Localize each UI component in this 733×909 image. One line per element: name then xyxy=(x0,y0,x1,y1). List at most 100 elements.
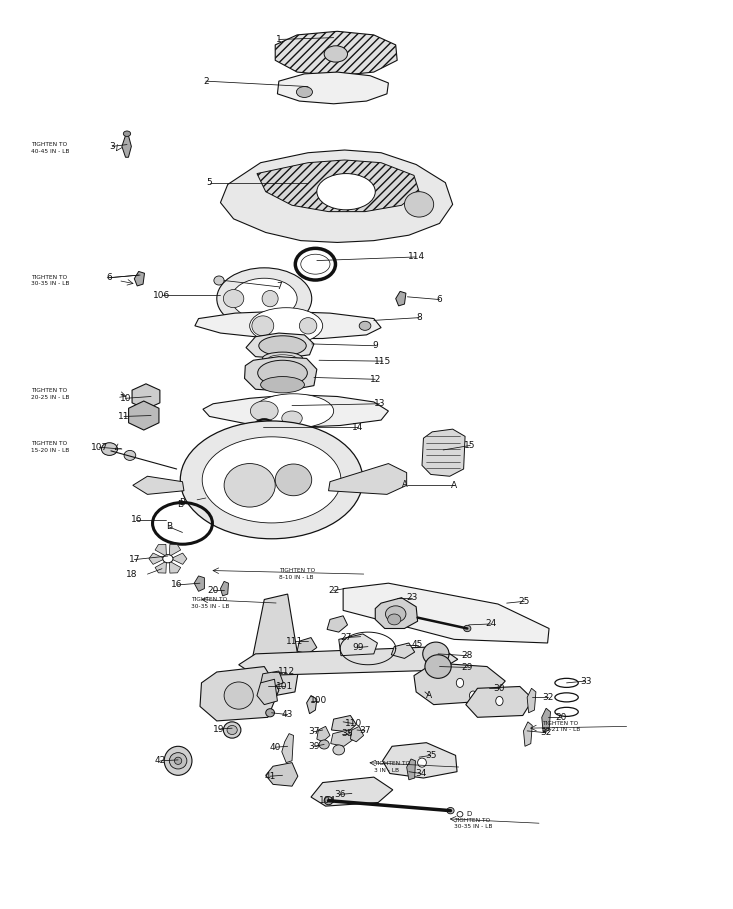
Ellipse shape xyxy=(262,352,303,365)
Ellipse shape xyxy=(496,696,503,705)
Ellipse shape xyxy=(254,394,334,428)
Polygon shape xyxy=(277,72,388,104)
Text: 19: 19 xyxy=(213,724,225,734)
Ellipse shape xyxy=(423,642,449,665)
Text: A: A xyxy=(426,691,432,700)
Polygon shape xyxy=(327,615,347,632)
Text: B: B xyxy=(166,523,172,532)
Ellipse shape xyxy=(301,255,330,275)
Text: 8: 8 xyxy=(416,314,422,322)
Text: TIGHTEN TO
30-35 IN - LB: TIGHTEN TO 30-35 IN - LB xyxy=(191,597,229,609)
Ellipse shape xyxy=(388,614,401,624)
Ellipse shape xyxy=(251,401,278,421)
Polygon shape xyxy=(257,679,277,704)
Ellipse shape xyxy=(274,280,283,288)
Ellipse shape xyxy=(457,678,463,687)
Ellipse shape xyxy=(123,131,130,136)
Ellipse shape xyxy=(425,654,452,678)
Polygon shape xyxy=(407,759,416,780)
Polygon shape xyxy=(527,688,536,713)
Polygon shape xyxy=(261,671,283,686)
Polygon shape xyxy=(328,464,407,494)
Ellipse shape xyxy=(296,86,312,97)
Polygon shape xyxy=(331,730,353,746)
Text: 35: 35 xyxy=(425,751,437,760)
Ellipse shape xyxy=(261,376,304,393)
Ellipse shape xyxy=(469,691,476,700)
Text: 12: 12 xyxy=(369,375,381,384)
Text: TIGHTEN TO
15-20 IN - LB: TIGHTEN TO 15-20 IN - LB xyxy=(31,442,69,453)
Polygon shape xyxy=(375,598,418,628)
Ellipse shape xyxy=(281,411,302,425)
Ellipse shape xyxy=(217,268,312,329)
Ellipse shape xyxy=(457,812,463,817)
Polygon shape xyxy=(414,663,505,704)
Text: 7: 7 xyxy=(276,283,281,292)
Text: 24: 24 xyxy=(485,619,496,628)
Text: 6: 6 xyxy=(437,295,443,304)
Text: 14: 14 xyxy=(352,423,364,432)
Text: 37: 37 xyxy=(308,727,320,736)
Ellipse shape xyxy=(269,355,296,362)
Text: 37: 37 xyxy=(359,726,371,735)
Polygon shape xyxy=(155,544,166,556)
Text: 32: 32 xyxy=(542,693,553,702)
Polygon shape xyxy=(266,763,298,786)
Ellipse shape xyxy=(252,315,273,335)
Text: 5: 5 xyxy=(207,178,213,187)
Polygon shape xyxy=(246,333,314,358)
Text: A: A xyxy=(402,480,408,489)
Text: 9: 9 xyxy=(372,341,378,350)
Text: 40: 40 xyxy=(270,743,281,752)
Text: 43: 43 xyxy=(282,710,293,719)
Text: 30: 30 xyxy=(493,684,505,693)
Text: 29: 29 xyxy=(462,663,473,672)
Text: 23: 23 xyxy=(406,594,418,602)
Ellipse shape xyxy=(224,290,244,307)
Polygon shape xyxy=(396,292,406,306)
Text: 27: 27 xyxy=(340,633,352,642)
Polygon shape xyxy=(122,135,131,157)
Ellipse shape xyxy=(250,307,323,344)
Text: 114: 114 xyxy=(408,253,424,262)
Text: B: B xyxy=(180,498,185,507)
Ellipse shape xyxy=(163,554,173,563)
Text: TIGHTEN TO
40-45 IN - LB: TIGHTEN TO 40-45 IN - LB xyxy=(31,143,69,154)
Polygon shape xyxy=(203,395,388,427)
Ellipse shape xyxy=(214,276,224,285)
Polygon shape xyxy=(257,160,419,212)
Text: 10: 10 xyxy=(119,394,131,403)
Ellipse shape xyxy=(202,437,341,523)
Polygon shape xyxy=(200,666,279,721)
Text: 32: 32 xyxy=(540,728,552,737)
Text: 15: 15 xyxy=(465,441,476,450)
Ellipse shape xyxy=(224,464,275,507)
Polygon shape xyxy=(297,637,317,654)
Ellipse shape xyxy=(266,709,274,717)
Polygon shape xyxy=(245,356,317,391)
Ellipse shape xyxy=(324,45,347,62)
Ellipse shape xyxy=(169,753,187,769)
Text: 16: 16 xyxy=(130,515,142,524)
Polygon shape xyxy=(391,643,415,658)
Polygon shape xyxy=(317,726,330,742)
Ellipse shape xyxy=(180,421,363,539)
Text: 2: 2 xyxy=(203,76,209,85)
Text: 110: 110 xyxy=(345,719,362,728)
Text: 100: 100 xyxy=(309,696,327,705)
Ellipse shape xyxy=(124,451,136,460)
Ellipse shape xyxy=(319,740,329,749)
Polygon shape xyxy=(239,646,458,675)
Text: TIGHTEN TO
30-21 IN - LB: TIGHTEN TO 30-21 IN - LB xyxy=(542,721,580,732)
Text: 11: 11 xyxy=(118,412,130,421)
Polygon shape xyxy=(343,584,549,643)
Text: 1: 1 xyxy=(276,35,281,44)
Text: 36: 36 xyxy=(334,790,346,799)
Ellipse shape xyxy=(259,335,306,355)
Ellipse shape xyxy=(275,464,312,495)
Text: 33: 33 xyxy=(580,676,592,685)
Polygon shape xyxy=(134,272,144,286)
Ellipse shape xyxy=(262,291,278,306)
Ellipse shape xyxy=(299,317,317,334)
Text: 99: 99 xyxy=(352,643,364,652)
